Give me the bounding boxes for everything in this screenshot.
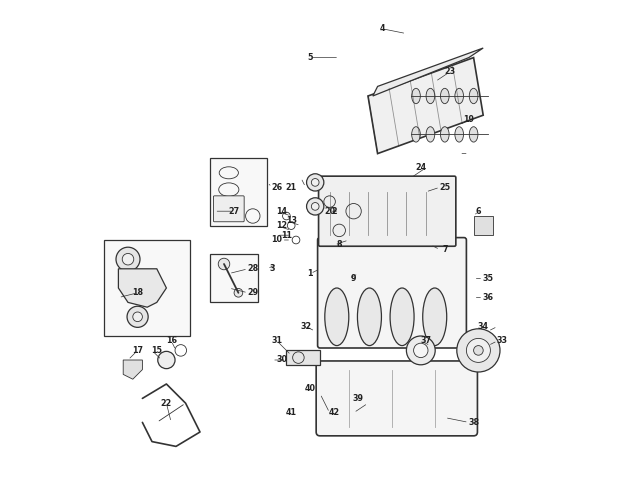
Text: 20: 20 bbox=[324, 207, 335, 216]
Text: 35: 35 bbox=[483, 274, 493, 283]
Polygon shape bbox=[372, 48, 483, 96]
FancyBboxPatch shape bbox=[214, 196, 244, 222]
Circle shape bbox=[413, 343, 428, 358]
Circle shape bbox=[474, 346, 483, 355]
Polygon shape bbox=[287, 350, 320, 365]
Text: 42: 42 bbox=[329, 408, 340, 417]
Text: 17: 17 bbox=[132, 346, 143, 355]
Ellipse shape bbox=[423, 288, 447, 346]
Circle shape bbox=[127, 306, 148, 327]
Circle shape bbox=[333, 224, 346, 237]
Text: 5: 5 bbox=[308, 53, 313, 62]
Text: 31: 31 bbox=[271, 336, 282, 345]
Polygon shape bbox=[368, 58, 483, 154]
Circle shape bbox=[234, 288, 243, 297]
Circle shape bbox=[218, 258, 230, 270]
Text: 29: 29 bbox=[247, 288, 259, 297]
Text: 12: 12 bbox=[276, 221, 287, 230]
Ellipse shape bbox=[469, 127, 478, 142]
Text: 11: 11 bbox=[281, 231, 292, 240]
Text: 23: 23 bbox=[444, 68, 455, 76]
Text: 33: 33 bbox=[497, 336, 508, 345]
Text: 40: 40 bbox=[305, 384, 316, 393]
Circle shape bbox=[307, 174, 324, 191]
Text: 21: 21 bbox=[285, 183, 297, 192]
Text: 27: 27 bbox=[228, 207, 239, 216]
Circle shape bbox=[346, 204, 361, 219]
Circle shape bbox=[406, 336, 435, 365]
Text: 22: 22 bbox=[161, 399, 172, 408]
Text: 38: 38 bbox=[468, 418, 479, 427]
Ellipse shape bbox=[412, 127, 420, 142]
Circle shape bbox=[467, 338, 490, 362]
Text: 14: 14 bbox=[276, 207, 287, 216]
Ellipse shape bbox=[426, 88, 435, 104]
Text: 26: 26 bbox=[271, 183, 282, 192]
Text: 30: 30 bbox=[276, 356, 287, 364]
Text: 32: 32 bbox=[300, 322, 311, 331]
Circle shape bbox=[157, 351, 175, 369]
Circle shape bbox=[122, 253, 134, 265]
Text: 19: 19 bbox=[463, 116, 474, 124]
Ellipse shape bbox=[440, 88, 449, 104]
Polygon shape bbox=[123, 360, 143, 379]
Text: 2: 2 bbox=[332, 207, 337, 216]
Polygon shape bbox=[474, 216, 493, 235]
Text: 9: 9 bbox=[351, 274, 356, 283]
Bar bbox=[210, 254, 258, 302]
Circle shape bbox=[133, 312, 143, 322]
Text: 34: 34 bbox=[477, 322, 489, 331]
Bar bbox=[210, 158, 268, 226]
Circle shape bbox=[307, 198, 324, 215]
Text: 1: 1 bbox=[308, 269, 313, 278]
Text: 24: 24 bbox=[415, 164, 426, 172]
Ellipse shape bbox=[390, 288, 414, 346]
Text: 16: 16 bbox=[166, 336, 177, 345]
Text: 25: 25 bbox=[439, 183, 451, 192]
Ellipse shape bbox=[469, 88, 478, 104]
FancyBboxPatch shape bbox=[317, 238, 467, 348]
Text: 41: 41 bbox=[285, 408, 297, 417]
Text: 3: 3 bbox=[269, 264, 275, 273]
Text: 13: 13 bbox=[285, 216, 297, 225]
Text: 15: 15 bbox=[151, 346, 163, 355]
Circle shape bbox=[457, 329, 500, 372]
Text: 28: 28 bbox=[247, 264, 259, 273]
Ellipse shape bbox=[325, 288, 349, 346]
Text: 37: 37 bbox=[420, 336, 431, 345]
Ellipse shape bbox=[440, 127, 449, 142]
Ellipse shape bbox=[426, 127, 435, 142]
Circle shape bbox=[116, 247, 140, 271]
Polygon shape bbox=[118, 269, 166, 307]
Circle shape bbox=[312, 203, 319, 210]
Ellipse shape bbox=[455, 88, 463, 104]
Bar bbox=[104, 240, 191, 336]
FancyBboxPatch shape bbox=[319, 176, 456, 246]
Text: 39: 39 bbox=[353, 394, 364, 403]
Circle shape bbox=[324, 196, 335, 207]
Text: 4: 4 bbox=[380, 24, 385, 33]
Ellipse shape bbox=[357, 288, 381, 346]
Text: 8: 8 bbox=[337, 240, 342, 249]
Ellipse shape bbox=[455, 127, 463, 142]
Text: 7: 7 bbox=[442, 245, 447, 254]
Text: 10: 10 bbox=[271, 236, 282, 244]
Text: 36: 36 bbox=[483, 293, 493, 302]
Circle shape bbox=[312, 179, 319, 186]
Text: 6: 6 bbox=[476, 207, 481, 216]
FancyBboxPatch shape bbox=[316, 361, 477, 436]
Ellipse shape bbox=[412, 88, 420, 104]
Text: 18: 18 bbox=[132, 288, 143, 297]
